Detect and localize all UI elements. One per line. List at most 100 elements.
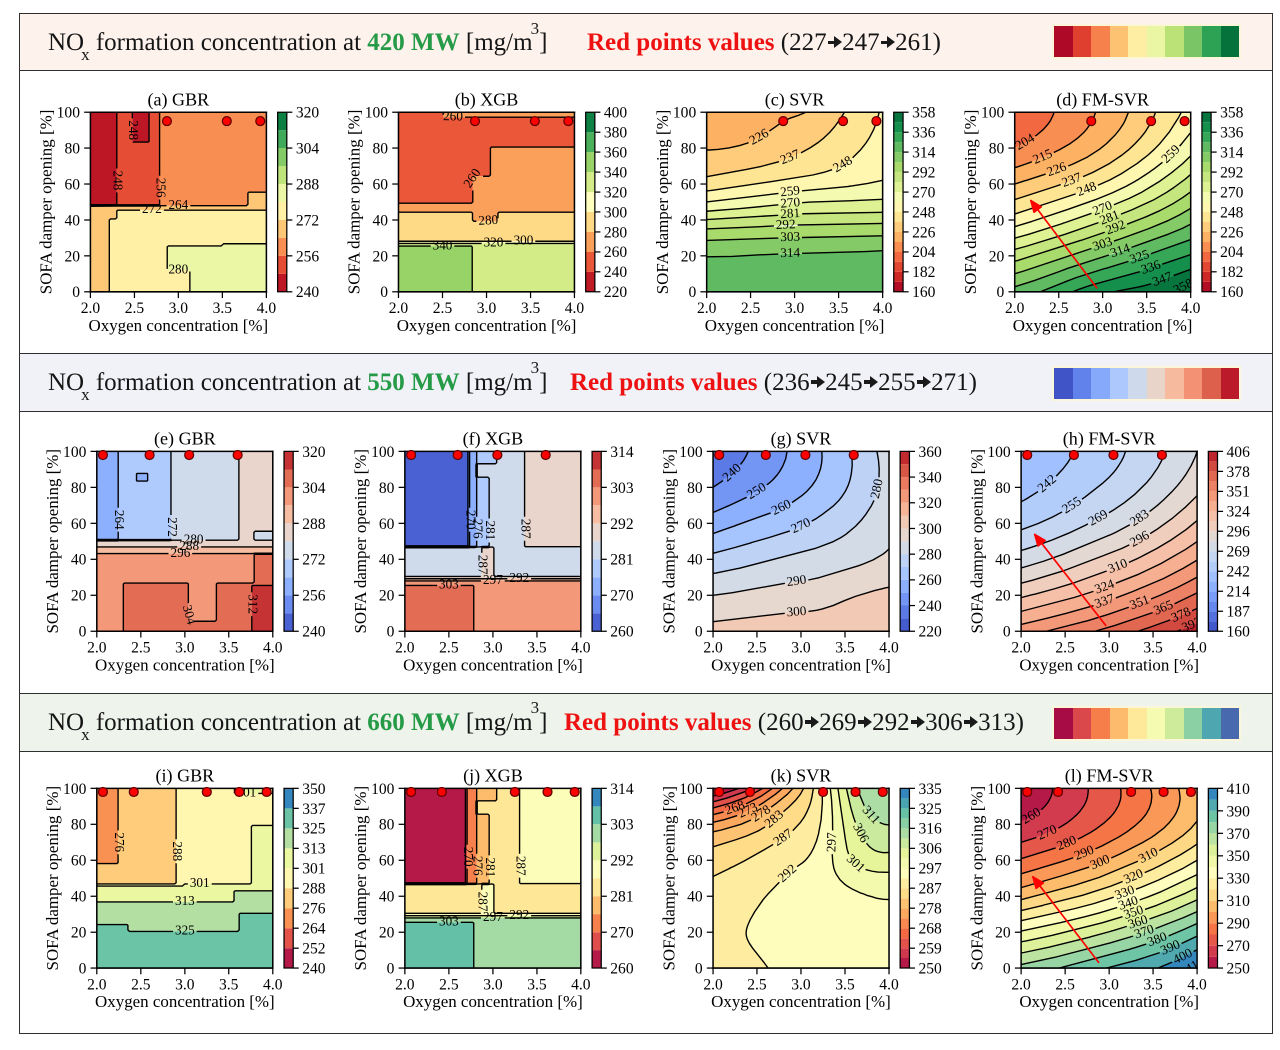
svg-text:270: 270 — [1090, 197, 1114, 218]
svg-text:296: 296 — [1227, 524, 1251, 541]
svg-text:272: 272 — [142, 201, 162, 216]
svg-text:3.0: 3.0 — [791, 639, 811, 656]
svg-text:336: 336 — [1220, 125, 1244, 142]
svg-text:237: 237 — [778, 146, 802, 167]
svg-text:2.0: 2.0 — [1011, 639, 1031, 656]
svg-text:80: 80 — [995, 817, 1011, 834]
svg-text:2.5: 2.5 — [131, 639, 151, 656]
svg-text:60: 60 — [379, 853, 395, 870]
svg-text:80: 80 — [71, 817, 87, 834]
svg-text:392: 392 — [1179, 613, 1203, 634]
svg-text:2.0: 2.0 — [395, 639, 415, 656]
svg-text:80: 80 — [64, 140, 80, 157]
svg-text:314: 314 — [780, 245, 801, 261]
svg-text:100: 100 — [679, 444, 703, 461]
svg-text:3.5: 3.5 — [829, 300, 849, 317]
svg-text:314: 314 — [1220, 145, 1244, 162]
svg-text:Oxygen concentration [%]: Oxygen concentration [%] — [403, 992, 583, 1011]
svg-text:330: 330 — [1113, 881, 1137, 902]
svg-text:264: 264 — [168, 197, 188, 212]
svg-text:60: 60 — [687, 853, 703, 870]
svg-text:SOFA damper opening [%]: SOFA damper opening [%] — [37, 110, 56, 295]
svg-text:347: 347 — [1150, 268, 1174, 289]
svg-text:(a) GBR: (a) GBR — [148, 89, 211, 110]
svg-text:351: 351 — [1128, 591, 1152, 612]
svg-text:259: 259 — [779, 182, 801, 199]
svg-text:270: 270 — [1035, 821, 1059, 843]
svg-text:215: 215 — [1030, 145, 1054, 167]
svg-text:314: 314 — [912, 145, 936, 162]
svg-text:303: 303 — [1091, 233, 1115, 254]
svg-text:3.0: 3.0 — [175, 639, 195, 656]
svg-text:300: 300 — [786, 603, 807, 620]
svg-text:(c) SVR: (c) SVR — [765, 89, 826, 110]
svg-text:20: 20 — [379, 924, 395, 941]
svg-text:2.5: 2.5 — [125, 300, 145, 317]
svg-text:340: 340 — [604, 165, 628, 182]
svg-text:337: 337 — [302, 801, 326, 818]
svg-text:280: 280 — [184, 531, 204, 546]
svg-text:297: 297 — [918, 861, 942, 878]
svg-text:312: 312 — [246, 594, 261, 614]
svg-text:2.5: 2.5 — [1049, 300, 1069, 317]
svg-text:40: 40 — [989, 212, 1005, 229]
svg-text:Oxygen concentration [%]: Oxygen concentration [%] — [95, 655, 275, 674]
svg-text:380: 380 — [604, 125, 628, 142]
svg-text:0: 0 — [1003, 624, 1011, 641]
svg-text:276: 276 — [470, 856, 485, 876]
svg-text:(d) FM-SVR: (d) FM-SVR — [1056, 89, 1150, 110]
svg-text:365: 365 — [1151, 596, 1175, 617]
svg-text:Oxygen concentration [%]: Oxygen concentration [%] — [705, 316, 885, 335]
svg-text:100: 100 — [57, 105, 81, 122]
svg-text:310: 310 — [1227, 893, 1251, 910]
svg-text:320: 320 — [1121, 865, 1145, 886]
svg-text:292: 292 — [610, 516, 633, 533]
svg-text:2.0: 2.0 — [389, 300, 409, 317]
svg-text:270: 270 — [610, 588, 634, 605]
svg-text:100: 100 — [63, 444, 87, 461]
svg-text:292: 292 — [610, 853, 633, 870]
svg-text:20: 20 — [71, 588, 87, 605]
svg-text:3.5: 3.5 — [527, 639, 547, 656]
svg-text:350: 350 — [1227, 848, 1251, 865]
svg-text:220: 220 — [604, 284, 628, 301]
svg-text:270: 270 — [788, 514, 813, 536]
svg-text:370: 370 — [1227, 826, 1251, 843]
svg-text:Oxygen concentration [%]: Oxygen concentration [%] — [403, 655, 583, 674]
svg-text:290: 290 — [786, 571, 808, 589]
svg-text:250: 250 — [918, 960, 942, 977]
svg-text:260: 260 — [604, 244, 628, 261]
svg-text:320: 320 — [484, 235, 504, 250]
svg-text:214: 214 — [1227, 584, 1251, 601]
svg-text:260: 260 — [610, 960, 634, 977]
svg-text:378: 378 — [1227, 464, 1251, 481]
svg-text:40: 40 — [71, 889, 87, 906]
svg-text:314: 314 — [610, 444, 634, 461]
svg-text:2.5: 2.5 — [747, 976, 767, 993]
svg-text:SOFA damper opening [%]: SOFA damper opening [%] — [345, 110, 364, 295]
svg-text:2.0: 2.0 — [697, 300, 717, 317]
svg-text:2.0: 2.0 — [1011, 976, 1031, 993]
svg-text:240: 240 — [302, 960, 326, 977]
svg-text:287: 287 — [918, 881, 942, 898]
svg-text:0: 0 — [695, 624, 703, 641]
svg-text:2.0: 2.0 — [703, 639, 723, 656]
svg-text:320: 320 — [604, 184, 628, 201]
svg-text:160: 160 — [1220, 284, 1244, 301]
svg-text:3.5: 3.5 — [1137, 300, 1157, 317]
svg-text:260: 260 — [443, 108, 463, 123]
svg-text:281: 281 — [780, 205, 801, 221]
svg-text:281: 281 — [610, 552, 633, 569]
svg-text:40: 40 — [995, 552, 1011, 569]
svg-text:40: 40 — [687, 889, 703, 906]
svg-text:240: 240 — [918, 598, 942, 615]
svg-text:270: 270 — [780, 194, 801, 211]
svg-text:325: 325 — [918, 801, 942, 818]
svg-text:Oxygen concentration [%]: Oxygen concentration [%] — [95, 992, 275, 1011]
svg-text:360: 360 — [1126, 911, 1150, 932]
svg-text:300: 300 — [1088, 851, 1112, 873]
svg-text:370: 370 — [1132, 921, 1156, 942]
svg-text:80: 80 — [379, 817, 395, 834]
svg-text:378: 378 — [1169, 603, 1193, 625]
svg-text:281: 281 — [483, 521, 498, 541]
